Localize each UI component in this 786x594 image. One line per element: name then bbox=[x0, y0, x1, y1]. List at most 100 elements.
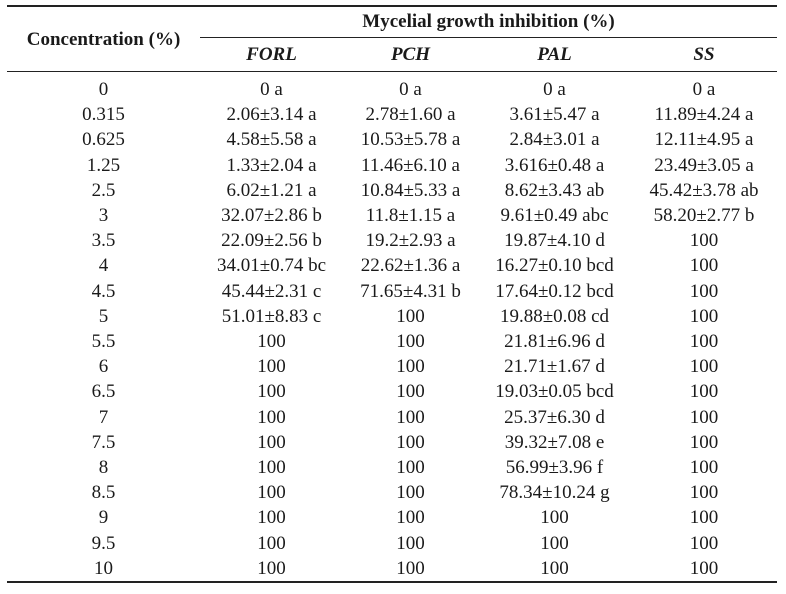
pal-cell: 100 bbox=[540, 557, 569, 579]
table-row: 0 0 a 0 a 0 a 0 a bbox=[0, 77, 786, 102]
forl-cell: 100 bbox=[257, 482, 286, 504]
ss-cell: 100 bbox=[689, 507, 719, 529]
concentration-cell: 1.25 bbox=[86, 154, 121, 176]
table-row: 9.5 100 100 100 100 bbox=[0, 531, 786, 556]
table-row: 10 100 100 100 100 bbox=[0, 556, 786, 581]
pch-cell: 10.84±5.33 a bbox=[360, 179, 461, 201]
inhibition-group-header: Mycelial growth inhibition (%) bbox=[362, 11, 615, 32]
pal-cell: 39.32±7.08 e bbox=[504, 431, 605, 453]
ss-cell: 100 bbox=[689, 457, 719, 478]
table-row: 7 100 100 25.37±6.30 d 100 bbox=[0, 405, 786, 430]
concentration-cell: 0 bbox=[98, 79, 109, 100]
pch-cell: 2.78±1.60 a bbox=[365, 104, 456, 126]
forl-cell: 45.44±2.31 c bbox=[221, 280, 322, 302]
forl-cell: 100 bbox=[257, 381, 286, 403]
forl-cell: 100 bbox=[257, 331, 286, 352]
column-header-forl: FORL bbox=[246, 44, 297, 65]
ss-cell: 100 bbox=[689, 331, 719, 352]
pal-cell: 16.27±0.10 bcd bbox=[495, 255, 614, 277]
pch-cell: 100 bbox=[396, 507, 425, 529]
concentration-cell: 9.5 bbox=[91, 532, 116, 554]
concentration-cell: 3 bbox=[98, 205, 109, 226]
concentration-cell: 10 bbox=[94, 557, 113, 579]
pal-cell: 19.03±0.05 bcd bbox=[495, 381, 614, 403]
forl-cell: 100 bbox=[257, 431, 286, 453]
forl-cell: 2.06±3.14 a bbox=[226, 104, 317, 126]
pal-cell: 100 bbox=[540, 507, 569, 529]
table-row: 0.625 4.58±5.58 a 10.53±5.78 a 2.84±3.01 a 1… bbox=[0, 127, 786, 152]
ss-cell: 12.11±4.95 a bbox=[654, 129, 754, 151]
pch-cell: 100 bbox=[396, 457, 425, 478]
table-row: 8 100 100 56.99±3.96 f 100 bbox=[0, 455, 786, 480]
pal-cell: 78.34±10.24 g bbox=[499, 482, 610, 504]
ss-cell: 58.20±2.77 b bbox=[653, 205, 755, 226]
forl-cell: 100 bbox=[257, 406, 286, 428]
ss-cell: 100 bbox=[689, 305, 719, 327]
forl-cell: 100 bbox=[257, 356, 286, 378]
concentration-cell: 9 bbox=[98, 507, 109, 529]
forl-cell: 34.01±0.74 bc bbox=[216, 255, 327, 277]
forl-cell: 100 bbox=[257, 532, 286, 554]
pch-cell: 100 bbox=[396, 331, 425, 352]
pch-cell: 11.8±1.15 a bbox=[365, 205, 456, 226]
table-row: 4 34.01±0.74 bc 22.62±1.36 a 16.27±0.10 bcd… bbox=[0, 253, 786, 278]
table-row: 4.5 45.44±2.31 c 71.65±4.31 b 17.64±0.12 bc… bbox=[0, 279, 786, 304]
concentration-cell: 0.625 bbox=[82, 129, 125, 151]
bottom-rule bbox=[7, 581, 777, 583]
pal-cell: 2.84±3.01 a bbox=[509, 129, 600, 151]
forl-cell: 51.01±8.83 c bbox=[221, 305, 322, 327]
forl-cell: 0 a bbox=[260, 79, 283, 100]
pal-cell: 56.99±3.96 f bbox=[505, 457, 604, 478]
pal-cell: 100 bbox=[540, 532, 569, 554]
concentration-cell: 7.5 bbox=[91, 431, 116, 453]
pch-cell: 100 bbox=[396, 381, 425, 403]
ss-cell: 100 bbox=[689, 482, 719, 504]
pal-cell: 21.71±1.67 d bbox=[504, 356, 605, 378]
concentration-header: Concentration (%) bbox=[26, 29, 181, 50]
ss-cell: 100 bbox=[689, 356, 719, 378]
group-header-rule bbox=[200, 37, 777, 38]
ss-cell: 0 a bbox=[692, 79, 716, 100]
pal-cell: 8.62±3.43 ab bbox=[504, 179, 605, 201]
pal-cell: 19.87±4.10 d bbox=[504, 230, 605, 252]
pal-cell: 3.61±5.47 a bbox=[509, 104, 600, 126]
concentration-cell: 6.5 bbox=[91, 381, 116, 403]
table-row: 7.5 100 100 39.32±7.08 e 100 bbox=[0, 430, 786, 455]
pch-cell: 71.65±4.31 b bbox=[360, 280, 461, 302]
forl-cell: 22.09±2.56 b bbox=[221, 230, 322, 252]
pch-cell: 10.53±5.78 a bbox=[360, 129, 461, 151]
concentration-cell: 5.5 bbox=[91, 331, 116, 352]
ss-cell: 11.89±4.24 a bbox=[654, 104, 754, 126]
pal-cell: 21.81±6.96 d bbox=[504, 331, 605, 352]
pch-cell: 100 bbox=[396, 532, 425, 554]
table-row: 3 32.07±2.86 b 11.8±1.15 a 9.61±0.49 abc 58.… bbox=[0, 203, 786, 228]
concentration-cell: 3.5 bbox=[91, 230, 116, 252]
pch-cell: 100 bbox=[396, 356, 425, 378]
ss-cell: 100 bbox=[689, 532, 719, 554]
concentration-cell: 8 bbox=[98, 457, 109, 478]
ss-cell: 100 bbox=[689, 557, 719, 579]
column-header-pal: PAL bbox=[537, 44, 572, 65]
ss-cell: 100 bbox=[689, 280, 719, 302]
table-row: 0.315 2.06±3.14 a 2.78±1.60 a 3.61±5.47 a 11… bbox=[0, 102, 786, 127]
concentration-cell: 4 bbox=[98, 255, 109, 277]
forl-cell: 100 bbox=[257, 507, 286, 529]
pch-cell: 100 bbox=[396, 431, 425, 453]
ss-cell: 100 bbox=[689, 431, 719, 453]
table-row: 9 100 100 100 100 bbox=[0, 505, 786, 530]
concentration-cell: 6 bbox=[98, 356, 109, 378]
pch-cell: 100 bbox=[396, 406, 425, 428]
ss-cell: 100 bbox=[689, 230, 719, 252]
table-row: 2.5 6.02±1.21 a 10.84±5.33 a 8.62±3.43 ab 45… bbox=[0, 178, 786, 203]
top-rule bbox=[7, 5, 777, 7]
table-row: 8.5 100 100 78.34±10.24 g 100 bbox=[0, 480, 786, 505]
pal-cell: 9.61±0.49 abc bbox=[500, 205, 609, 226]
concentration-cell: 2.5 bbox=[91, 179, 116, 201]
ss-cell: 45.42±3.78 ab bbox=[649, 179, 759, 201]
ss-cell: 100 bbox=[689, 381, 719, 403]
ss-cell: 23.49±3.05 a bbox=[654, 154, 754, 176]
ss-cell: 100 bbox=[689, 255, 719, 277]
pch-cell: 100 bbox=[396, 557, 425, 579]
concentration-cell: 0.315 bbox=[82, 104, 125, 126]
concentration-cell: 5 bbox=[98, 305, 109, 327]
